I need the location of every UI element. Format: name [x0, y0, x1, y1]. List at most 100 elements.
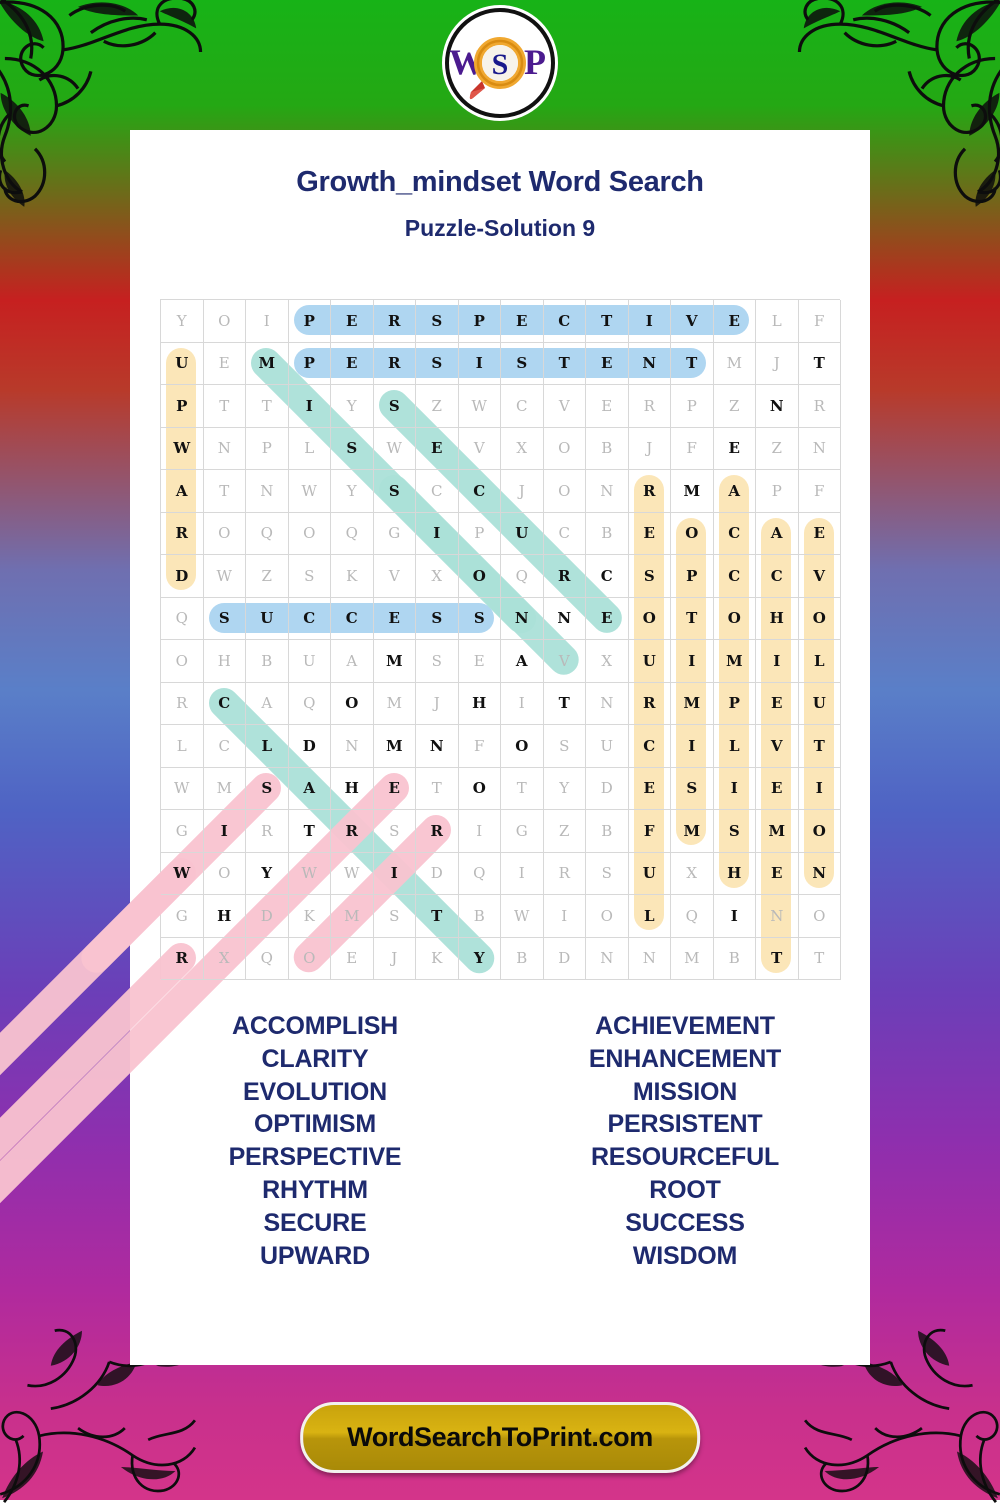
grid-cell[interactable]: I	[713, 767, 756, 810]
grid-cell[interactable]: C	[543, 300, 586, 343]
grid-cell[interactable]: A	[246, 682, 289, 725]
grid-cell[interactable]: T	[586, 300, 629, 343]
grid-cell[interactable]: G	[501, 810, 544, 853]
grid-cell[interactable]: S	[416, 342, 459, 385]
grid-cell[interactable]: N	[501, 597, 544, 640]
grid-cell[interactable]: T	[798, 342, 841, 385]
grid-cell[interactable]: N	[416, 725, 459, 768]
grid-cell[interactable]: F	[628, 810, 671, 853]
grid-cell[interactable]: M	[671, 682, 714, 725]
grid-cell[interactable]: U	[628, 640, 671, 683]
grid-cell[interactable]: I	[246, 300, 289, 343]
grid-cell[interactable]: H	[756, 597, 799, 640]
grid-cell[interactable]: S	[416, 640, 459, 683]
grid-cell[interactable]: L	[713, 725, 756, 768]
grid-cell[interactable]: I	[501, 682, 544, 725]
grid-cell[interactable]: E	[798, 512, 841, 555]
grid-cell[interactable]: M	[246, 342, 289, 385]
grid-cell[interactable]: O	[161, 640, 204, 683]
grid-cell[interactable]: V	[458, 427, 501, 470]
grid-cell[interactable]: R	[331, 810, 374, 853]
grid-cell[interactable]: P	[288, 342, 331, 385]
grid-cell[interactable]: S	[246, 767, 289, 810]
grid-cell[interactable]: T	[543, 682, 586, 725]
grid-cell[interactable]: O	[798, 895, 841, 938]
grid-cell[interactable]: M	[373, 640, 416, 683]
grid-cell[interactable]: D	[246, 895, 289, 938]
grid-cell[interactable]: F	[798, 300, 841, 343]
grid-cell[interactable]: X	[586, 640, 629, 683]
grid-cell[interactable]: O	[586, 895, 629, 938]
grid-cell[interactable]: H	[458, 682, 501, 725]
grid-cell[interactable]: U	[501, 512, 544, 555]
grid-cell[interactable]: A	[288, 767, 331, 810]
grid-cell[interactable]: J	[756, 342, 799, 385]
grid-cell[interactable]: Q	[288, 682, 331, 725]
grid-cell[interactable]: J	[373, 937, 416, 980]
grid-cell[interactable]: R	[161, 937, 204, 980]
grid-cell[interactable]: N	[203, 427, 246, 470]
grid-cell[interactable]: S	[543, 725, 586, 768]
grid-cell[interactable]: K	[416, 937, 459, 980]
grid-cell[interactable]: N	[246, 470, 289, 513]
grid-cell[interactable]: H	[203, 895, 246, 938]
grid-cell[interactable]: Q	[331, 512, 374, 555]
grid-cell[interactable]: O	[798, 597, 841, 640]
grid-cell[interactable]: S	[416, 597, 459, 640]
grid-cell[interactable]: J	[501, 470, 544, 513]
grid-cell[interactable]: Y	[331, 385, 374, 428]
grid-cell[interactable]: M	[331, 895, 374, 938]
grid-cell[interactable]: O	[458, 555, 501, 598]
grid-cell[interactable]: P	[713, 682, 756, 725]
grid-cell[interactable]: A	[161, 470, 204, 513]
grid-cell[interactable]: L	[798, 640, 841, 683]
grid-cell[interactable]: J	[416, 682, 459, 725]
grid-cell[interactable]: U	[586, 725, 629, 768]
grid-cell[interactable]: O	[501, 725, 544, 768]
grid-cell[interactable]: N	[543, 597, 586, 640]
grid-cell[interactable]: U	[798, 682, 841, 725]
grid-cell[interactable]: G	[161, 895, 204, 938]
grid-cell[interactable]: P	[671, 555, 714, 598]
grid-cell[interactable]: C	[288, 597, 331, 640]
grid-cell[interactable]: W	[288, 470, 331, 513]
grid-cell[interactable]: N	[586, 470, 629, 513]
grid-cell[interactable]: S	[501, 342, 544, 385]
grid-cell[interactable]: E	[713, 427, 756, 470]
grid-cell[interactable]: D	[416, 852, 459, 895]
grid-cell[interactable]: I	[458, 342, 501, 385]
grid-cell[interactable]: L	[161, 725, 204, 768]
grid-cell[interactable]: E	[373, 597, 416, 640]
grid-cell[interactable]: N	[756, 895, 799, 938]
grid-cell[interactable]: S	[373, 385, 416, 428]
grid-cell[interactable]: L	[246, 725, 289, 768]
grid-cell[interactable]: I	[671, 725, 714, 768]
grid-cell[interactable]: S	[628, 555, 671, 598]
grid-cell[interactable]: P	[161, 385, 204, 428]
grid-cell[interactable]: E	[713, 300, 756, 343]
grid-cell[interactable]: R	[416, 810, 459, 853]
grid-cell[interactable]: O	[713, 597, 756, 640]
grid-cell[interactable]: T	[203, 470, 246, 513]
grid-cell[interactable]: N	[628, 342, 671, 385]
grid-cell[interactable]: N	[586, 937, 629, 980]
grid-cell[interactable]: R	[798, 385, 841, 428]
grid-cell[interactable]: M	[373, 682, 416, 725]
grid-cell[interactable]: N	[586, 682, 629, 725]
grid-cell[interactable]: W	[331, 852, 374, 895]
grid-cell[interactable]: T	[416, 767, 459, 810]
grid-cell[interactable]: O	[798, 810, 841, 853]
grid-cell[interactable]: V	[798, 555, 841, 598]
grid-cell[interactable]: E	[628, 512, 671, 555]
grid-cell[interactable]: W	[161, 427, 204, 470]
grid-cell[interactable]: B	[586, 427, 629, 470]
grid-cell[interactable]: P	[458, 300, 501, 343]
grid-cell[interactable]: A	[331, 640, 374, 683]
grid-cell[interactable]: W	[288, 852, 331, 895]
grid-cell[interactable]: E	[416, 427, 459, 470]
grid-cell[interactable]: I	[373, 852, 416, 895]
grid-cell[interactable]: R	[373, 342, 416, 385]
grid-cell[interactable]: C	[458, 470, 501, 513]
grid-cell[interactable]: I	[458, 810, 501, 853]
grid-cell[interactable]: A	[713, 470, 756, 513]
